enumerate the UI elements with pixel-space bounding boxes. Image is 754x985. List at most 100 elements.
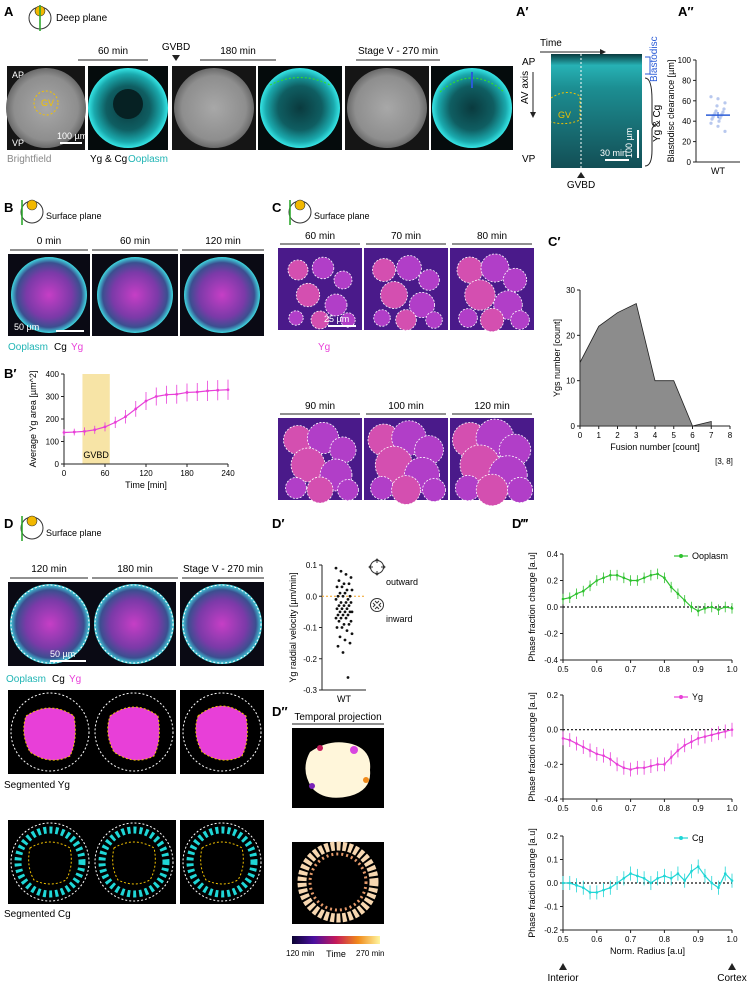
image-a-brightfield-180 [172,66,256,150]
chart-d1: 0.1 0.0 -0.1 -0.2 -0.3 Yg raddial velocity [µ… [288,561,366,704]
y-tick-label: 100 [678,56,692,65]
time-label: 120 min [474,401,510,412]
kymograph-image: GV 30 min 100 µm [550,54,642,168]
y-axis-label: Ygs number [count] [552,319,562,397]
y-tick-label: -0.4 [544,795,558,804]
boundary-dashed [94,822,174,902]
segmented-cg [14,826,86,898]
x-tick-label: 0.8 [659,935,671,944]
y-tick-label: 60 [682,97,691,106]
series-line [563,865,733,893]
yolk-granule [480,253,510,283]
yolk-granule [475,473,509,507]
yolk-granule [337,479,359,501]
time-label: 180 min [117,564,153,575]
colorbar-min: 120 min [286,949,314,958]
panel-label-c: C [272,200,282,215]
data-point [337,604,341,608]
yolk-granule [395,309,417,331]
segmented-cg [186,826,258,898]
y-tick-label: 0.1 [306,561,318,570]
scale-label: 50 µm [50,649,75,659]
data-point [723,101,727,105]
boundary-dashed [182,584,262,664]
data-point [718,116,722,120]
y-tick-label: -0.4 [544,656,558,665]
a1-axis: AV axis [520,71,531,104]
yolk-granule [295,282,321,308]
x-tick-label: 0.8 [659,665,671,674]
data-point [342,622,346,626]
data-point [716,124,720,128]
y-tick-label: -0.1 [544,903,558,912]
segmented-yg [107,706,160,761]
x-tick-label: 0 [578,431,583,440]
yolk-granule [324,293,348,317]
segmented-cg [98,826,170,898]
y-tick-label: 100 [46,438,60,447]
timepoint-bars-b: 0 min 60 min 120 min [10,236,264,251]
x-tick-label: 5 [672,431,677,440]
data-point [347,622,351,626]
data-point [341,594,345,598]
x-tick-label: 0.9 [693,935,705,944]
yolk-granule [372,258,396,282]
data-point [341,651,345,654]
yolk-granule [479,307,505,333]
y-tick-label: 0.0 [547,603,559,612]
panel-label-d3: D‴ [512,516,528,531]
oocyte [10,584,90,664]
data-point [334,597,338,601]
x-tick-label: 1.0 [726,665,738,674]
chart-d3-cg: -0.2 -0.1 0.0 0.1 0.2 Phase fraction change [… [527,828,738,956]
vp-label: VP [12,138,24,148]
data-point [345,607,349,611]
yolk-granule [287,259,309,281]
panel-label-a: A [4,4,14,19]
x-tick-label: 3 [634,431,639,440]
image-b-120 [180,254,264,336]
y-tick-label: 10 [566,377,575,386]
boundary-dashed [94,692,174,772]
x-axis-label: Norm. Radius [a.u] [610,946,685,956]
y-axis-label: Average Yg area [µm^2] [28,371,38,468]
yolk-granule [422,478,446,502]
x-tick-label: 0.7 [625,935,637,944]
segmented-yg [195,705,248,761]
image-a-ooplasm-180 [258,66,342,150]
a1-ygcg: Yg & Cg [652,105,663,142]
data-point [341,613,345,617]
x-tick-label: 1 [597,431,602,440]
legend-marker [679,554,683,558]
yolk-granule [425,311,443,329]
x-tick-label: 1.0 [726,804,738,813]
x-axis-label: Fusion number [count] [610,442,700,452]
data-point [347,582,351,586]
y-tick-label: 0.4 [547,550,559,559]
data-point [717,119,721,123]
x-tick-label: 0.5 [557,935,569,944]
x-tick-label: 0.6 [591,935,603,944]
y-tick-label: -0.2 [544,630,558,639]
series-line [562,729,733,771]
legend-yg: Yg [318,342,330,353]
time-label: Stage V - 270 min [183,564,263,575]
image-grid-d: 50 µm [8,582,264,904]
a1-gvbd: GVBD [567,180,595,191]
y-tick-label: 0.1 [547,856,559,865]
data-point [349,576,353,579]
image-a-brightfield-60: GV AP VP 100 µm [6,66,87,150]
x-tick-label: WT [337,694,351,704]
y-tick-label: 0 [55,460,60,469]
gvbd-annotation: GVBD [83,450,109,460]
yolk-granule [380,281,408,309]
x-tick-label: 6 [690,431,695,440]
legend-ooplasm: Ooplasm [6,674,46,685]
chart-d3-yg: -0.4 -0.2 0.0 0.2 Phase fraction change [a.u… [527,691,738,813]
image-a-ooplasm-270 [431,66,513,150]
yolk-granule [288,310,304,326]
y-tick-label: 20 [566,331,575,340]
time-label: 0 min [37,236,61,247]
panel-label-d: D [4,516,13,531]
